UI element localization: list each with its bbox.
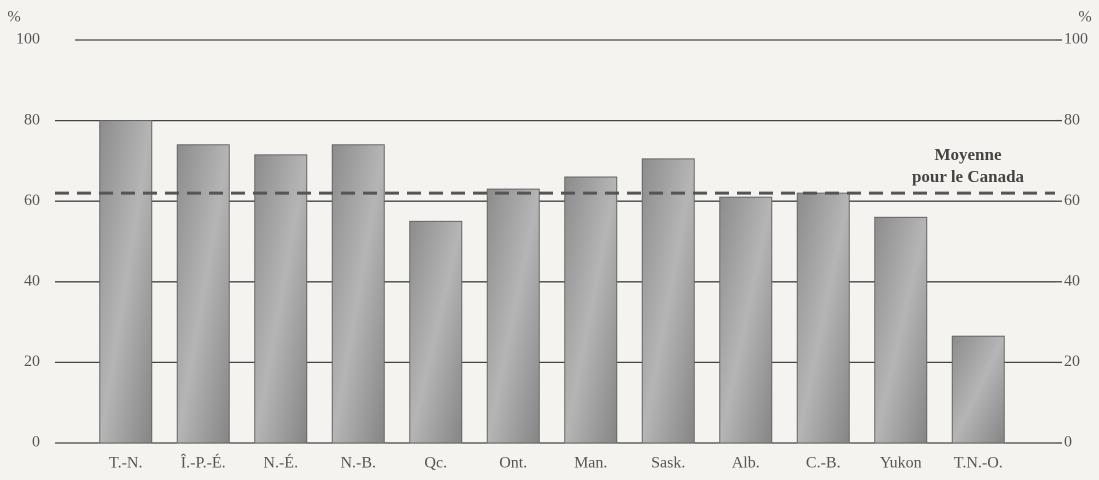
x-tick-label: Alb.	[732, 455, 760, 472]
x-tick-label: Sask.	[651, 455, 685, 472]
y2-axis-label: %	[1078, 9, 1091, 26]
bar	[254, 154, 308, 444]
x-tick-label: Î.-P.-É.	[181, 453, 226, 472]
x-tick-label: N.-É.	[263, 453, 298, 472]
y2-tick-label: 100	[1064, 31, 1088, 48]
bar	[409, 220, 463, 444]
x-tick-label: Qc.	[424, 455, 447, 472]
bar	[796, 192, 850, 444]
x-tick-label: T.-N.	[109, 455, 142, 472]
y2-tick-label: 40	[1064, 272, 1080, 289]
y-tick-label: 80	[24, 111, 40, 128]
x-tick-label: Yukon	[880, 455, 922, 472]
y-tick-label: 60	[24, 192, 40, 209]
y-axis-label: %	[7, 9, 20, 26]
y2-tick-label: 20	[1064, 353, 1080, 370]
bar	[486, 188, 540, 444]
y-tick-label: 0	[32, 434, 40, 451]
x-tick-label: C.-B.	[806, 455, 841, 472]
y2-tick-label: 80	[1064, 111, 1080, 128]
bar	[641, 158, 695, 444]
x-tick-label: N.-B.	[340, 455, 376, 472]
bar	[331, 144, 385, 444]
x-tick-label: Man.	[574, 455, 607, 472]
y-tick-label: 20	[24, 353, 40, 370]
y2-tick-label: 60	[1064, 192, 1080, 209]
x-tick-label: T.N.-O.	[954, 455, 1003, 472]
annotation: pour le Canada	[912, 167, 1025, 186]
bar	[874, 216, 928, 444]
bar	[99, 120, 153, 444]
annotation: Moyenne	[934, 145, 1002, 164]
y-tick-label: 100	[16, 31, 40, 48]
bar	[951, 335, 1005, 444]
y2-tick-label: 0	[1064, 434, 1072, 451]
x-tick-label: Ont.	[499, 455, 527, 472]
bar	[176, 144, 230, 444]
y-tick-label: 40	[24, 272, 40, 289]
bar	[719, 196, 773, 444]
bar	[564, 176, 618, 444]
